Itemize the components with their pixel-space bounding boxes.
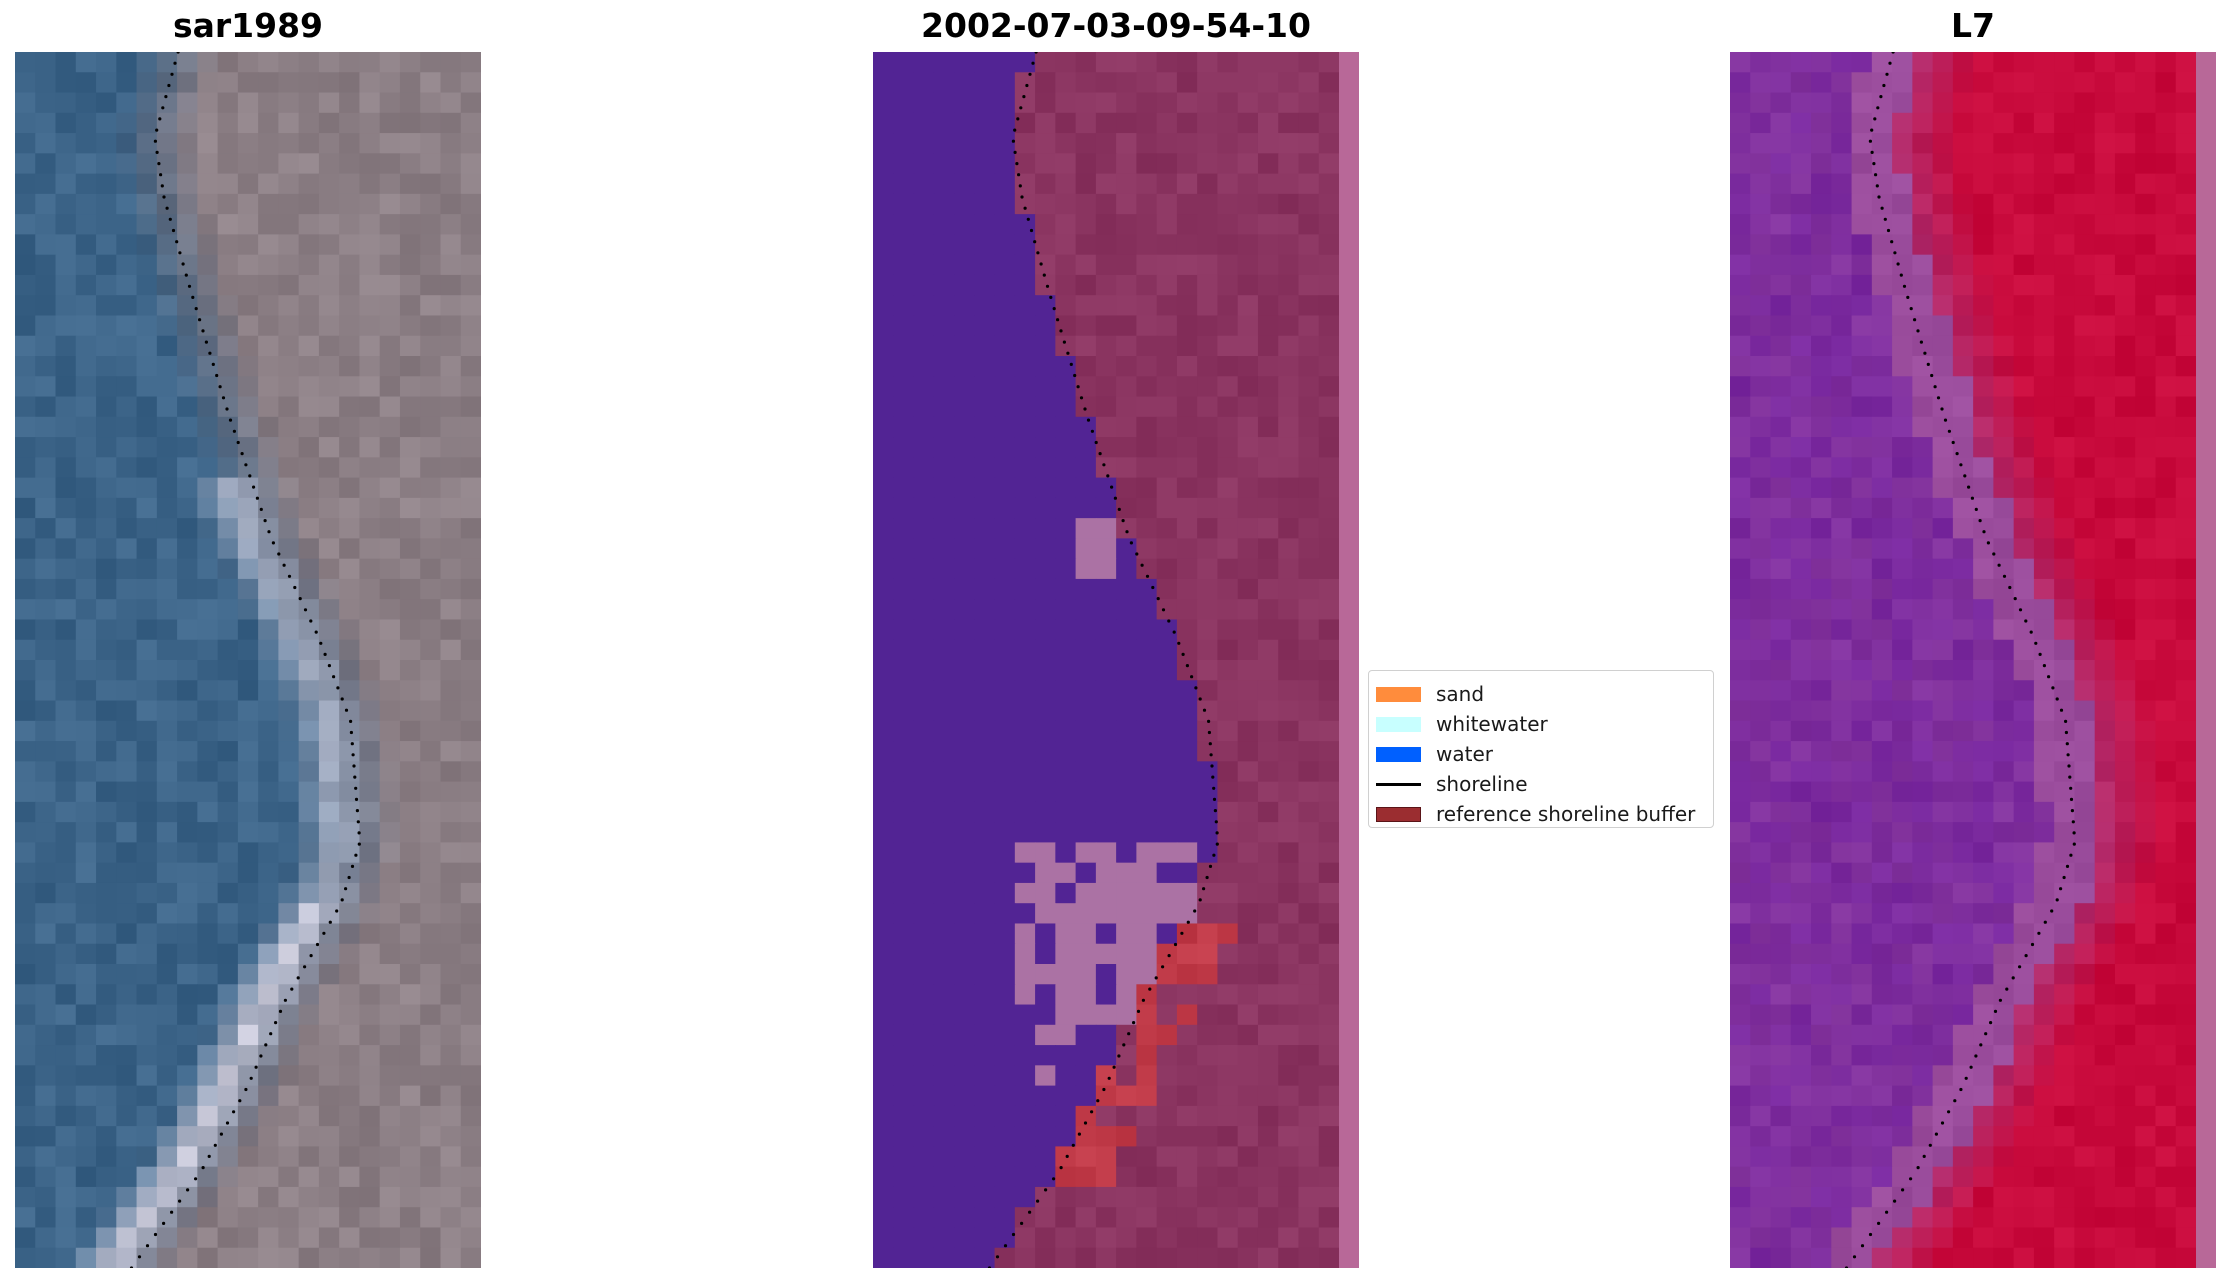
raster-pixels — [15, 52, 481, 1268]
legend-label: shoreline — [1436, 772, 1528, 796]
panel-title-rgb: sar1989 — [172, 6, 324, 45]
image-edge-strip — [1339, 52, 1359, 1268]
panel-title-index: L7 — [1951, 6, 1995, 45]
rgb-image-panel — [15, 52, 481, 1268]
shoreline-dots — [987, 52, 1219, 1268]
index-image-panel — [1730, 52, 2216, 1268]
legend-item-shoreline: shoreline — [1376, 769, 1713, 799]
water-swatch-icon — [1376, 746, 1421, 762]
legend-item-buffer: reference shoreline buffer — [1376, 799, 1713, 829]
legend-label: water — [1436, 742, 1493, 766]
legend-label: sand — [1436, 682, 1485, 706]
buffer-swatch-icon — [1376, 806, 1421, 822]
shoreline-dots — [1844, 52, 2076, 1268]
legend-label: whitewater — [1436, 712, 1548, 736]
sand-swatch-icon — [1376, 686, 1421, 702]
legend: sand whitewater water shoreline referenc… — [1368, 670, 1714, 828]
image-edge-strip — [2196, 52, 2216, 1268]
legend-item-sand: sand — [1376, 679, 1713, 709]
raster-pixels — [873, 52, 1359, 1268]
raster-pixels — [1730, 52, 2216, 1268]
legend-item-water: water — [1376, 739, 1713, 769]
legend-label: reference shoreline buffer — [1436, 802, 1696, 826]
panel-title-classified: 2002-07-03-09-54-10 — [921, 6, 1311, 45]
classified-image-panel — [873, 52, 1359, 1268]
whitewater-swatch-icon — [1376, 716, 1421, 732]
legend-item-whitewater: whitewater — [1376, 709, 1713, 739]
shoreline-line-icon — [1376, 782, 1421, 786]
shoreline-dots — [129, 52, 361, 1268]
